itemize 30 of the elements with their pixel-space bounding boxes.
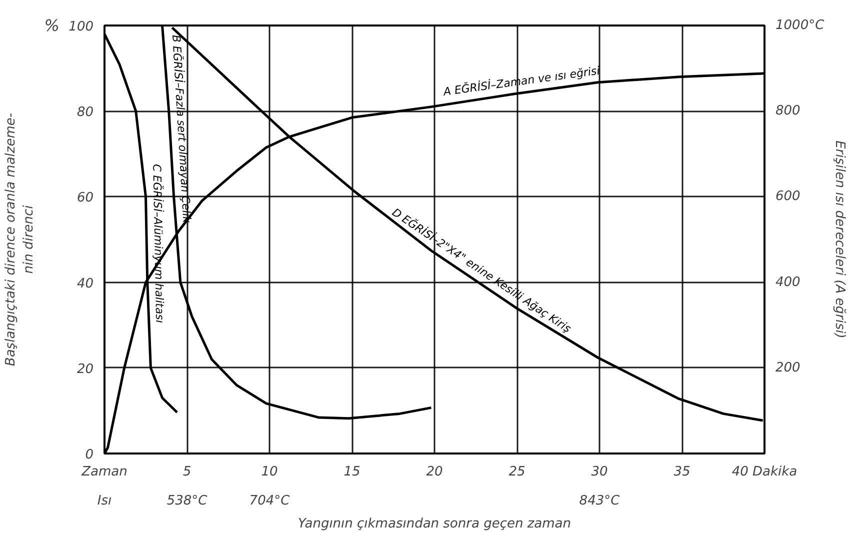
- x-axis-title: Yangının çıkmasından sonra geçen zaman: [298, 516, 572, 532]
- x-tick-label: 35: [674, 464, 690, 480]
- x-tick-label: 15: [344, 464, 360, 480]
- x-tick-label: 20: [426, 464, 443, 480]
- y2-tick-label: 400: [776, 274, 800, 290]
- y2-tick-label: 200: [776, 360, 800, 376]
- text: A EĞRİSİ–Zaman ve ısı eğrisi: [442, 63, 601, 99]
- y2-tick-label: 600: [776, 189, 800, 204]
- y2-tick-label: 800: [776, 104, 800, 119]
- y-tick-label: 60: [76, 190, 94, 206]
- y-tick-label: 20: [76, 362, 94, 377]
- y-tick-label: 40: [76, 276, 94, 292]
- x-tick-label: 10: [261, 464, 278, 480]
- x-tick-label: 40 Dakika: [732, 464, 798, 480]
- x-tick-label: 30: [591, 464, 608, 480]
- text: Isı: [97, 494, 112, 508]
- text: C EĞRİSİ–Alüminyum halitası: [150, 164, 168, 324]
- x-tick-label: 5: [182, 464, 192, 480]
- y-axis-title: Başlangıçtaki dirence oranla malzeme- nin direnci: [3, 112, 36, 366]
- text: 843°C: [579, 494, 621, 508]
- text: 538°C: [166, 494, 208, 508]
- x-tick-label: 25: [508, 464, 526, 480]
- y-tick-label: 80: [76, 105, 94, 120]
- text: %: [44, 16, 60, 35]
- y2-tick-label: 1000°C: [776, 18, 826, 33]
- y-tick-label: 0: [85, 448, 94, 462]
- y-tick-label: 100: [68, 20, 94, 34]
- x-tick-label: Zaman: [80, 464, 128, 480]
- y2-axis-title: Erişilen ısı dereceleri (A eğrisi): [832, 140, 848, 338]
- text: 704°C: [249, 494, 291, 508]
